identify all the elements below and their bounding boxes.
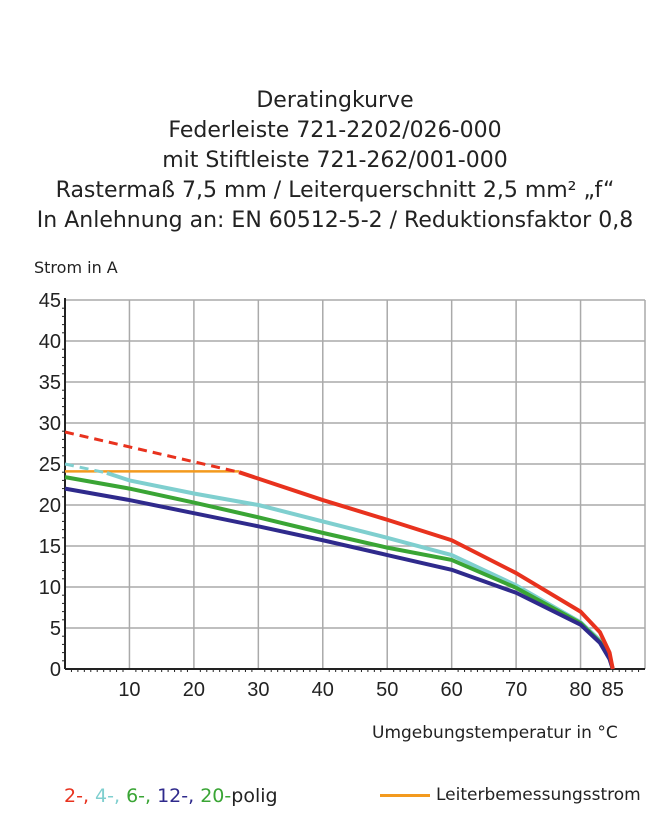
series-line-0	[238, 470, 615, 670]
title-line: Rastermaß 7,5 mm / Leiterquerschnitt 2,5…	[55, 178, 615, 203]
series-line-2	[64, 486, 615, 670]
y-tick-label: 5	[50, 618, 61, 640]
legend-part: 6-,	[126, 785, 158, 807]
y-tick-label: 30	[39, 413, 61, 435]
series-line-1	[106, 471, 615, 670]
title-line: mit Stiftleiste 721-262/001-000	[162, 148, 508, 173]
legend-part: 2-,	[64, 785, 96, 807]
x-tick-label: 30	[247, 679, 269, 701]
legend-part: polig	[231, 785, 278, 807]
title-line: Deratingkurve	[256, 88, 414, 113]
x-tick-label: 60	[441, 679, 463, 701]
legend-rated-current: Leiterbemessungsstrom	[380, 785, 641, 805]
series-dashed-1	[64, 462, 108, 475]
legend-part: 12-,	[157, 785, 201, 807]
legend-poles: 2-, 4-, 6-, 12-, 20-polig	[64, 785, 278, 807]
x-axis-label: Umgebungstemperatur in °C	[372, 723, 618, 743]
y-tick-label: 0	[50, 659, 61, 681]
y-tick-label: 25	[39, 454, 61, 476]
y-tick-label: 15	[39, 536, 61, 558]
y-axis-label: Strom in A	[34, 258, 118, 277]
chart-title: Deratingkurve Federleiste 721-2202/026-0…	[0, 86, 670, 236]
x-tick-label: 40	[312, 679, 334, 701]
legend-part: 20-	[200, 785, 232, 807]
x-tick-label: 50	[376, 679, 398, 701]
x-tick-label: 80	[569, 679, 591, 701]
y-tick-label: 20	[39, 495, 61, 517]
y-tick-label: 40	[39, 331, 61, 353]
y-tick-label: 45	[39, 290, 61, 312]
legend-part: 4-,	[95, 785, 127, 807]
y-tick-label: 10	[39, 577, 61, 599]
title-line: Federleiste 721-2202/026-000	[168, 118, 502, 143]
x-tick-label: 70	[505, 679, 527, 701]
x-tick-label: 20	[183, 679, 205, 701]
legend-label: Leiterbemessungsstrom	[436, 785, 641, 805]
y-tick-label: 35	[39, 372, 61, 394]
x-tick-label: 85	[602, 679, 624, 701]
x-tick-label: 10	[118, 679, 140, 701]
legend-swatch	[380, 793, 430, 797]
title-line: In Anlehnung an: EN 60512-5-2 / Reduktio…	[36, 208, 634, 233]
series-dashed-0	[64, 430, 240, 474]
